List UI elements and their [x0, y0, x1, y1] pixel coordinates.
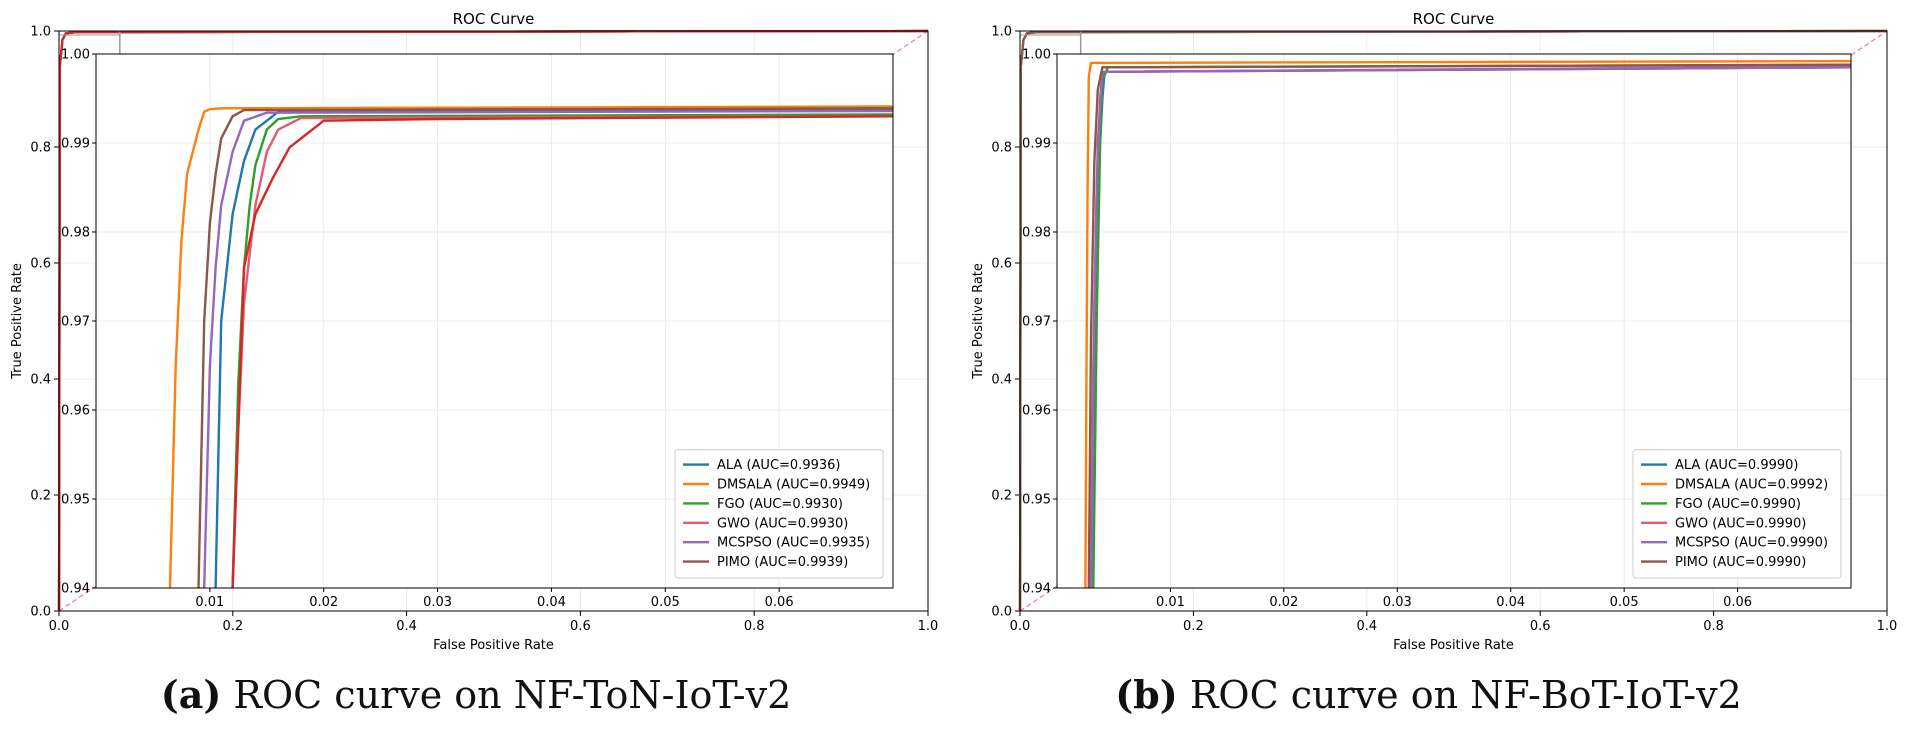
chart1-xtick-label: 0.6 — [570, 619, 591, 634]
chart1-inset-xtick-label: 0.02 — [309, 595, 338, 610]
chart1-xtick-label: 0.0 — [49, 619, 70, 634]
chart1-inset-ytick-label: 0.96 — [61, 404, 90, 419]
chart2-inset-xtick-label: 0.06 — [1723, 595, 1752, 610]
chart1-title: ROC Curve — [453, 10, 535, 28]
chart2-inset-ytick-label: 0.99 — [1022, 137, 1051, 152]
chart2-title: ROC Curve — [1413, 10, 1495, 28]
chart2-axes-frame — [1019, 30, 1888, 612]
chart1-ytick-label: 0.6 — [30, 257, 51, 272]
chart2-ylabel: True Positive Rate — [971, 263, 986, 380]
chart2-legend-label-2: DMSALA (AUC=0.9992) — [1675, 478, 1828, 493]
chart2-ytick-label: 0.4 — [991, 373, 1012, 388]
figure: 0.0 0.2 0.4 0.6 0.8 1.00.00.20.40.60.81.00.01… — [10, 10, 1897, 653]
chart2-inset-xtick-label: 0.05 — [1610, 595, 1639, 610]
chart1-ytick-label: 1.0 — [30, 25, 51, 40]
chart2-xtick-label: 0.2 — [1183, 619, 1204, 634]
chart2-inset-line-2 — [1084, 59, 1851, 588]
chart2-inset-xtick-label: 0.03 — [1383, 595, 1412, 610]
chart1-xtick-label: 0.8 — [744, 619, 765, 634]
chart1-legend-label-3: FGO (AUC=0.9930) — [717, 497, 843, 512]
chart1-xtick-label: 0.2 — [222, 619, 243, 634]
chart2-inset-ytick-label: 0.96 — [1022, 404, 1051, 419]
chart1-legend-label-2: DMSALA (AUC=0.9949) — [717, 478, 870, 493]
chart2-xtick-label: 0.8 — [1703, 619, 1724, 634]
caption-b-letter: (b) — [1115, 672, 1178, 717]
chart2-xtick-label: 0.6 — [1530, 619, 1551, 634]
chart1-main-line-7 — [57, 29, 929, 612]
chart2-legend-label-1: ALA (AUC=0.9990) — [1675, 458, 1798, 473]
chart2-inset-lines — [1084, 59, 1851, 588]
chart2-xtick-label: 1.0 — [1877, 619, 1898, 634]
chart2-ytick-label: 1.0 — [991, 25, 1012, 40]
chart1-inset-line-2 — [168, 105, 893, 588]
chart1-legend-label-5: MCSPSO (AUC=0.9935) — [717, 536, 870, 551]
chart2-legend-label-5: MCSPSO (AUC=0.9990) — [1675, 536, 1828, 551]
chart1-xtick-label: 1.0 — [918, 619, 939, 634]
chart2: 0.0 0.2 0.4 0.6 0.8 1.0 0.0 0.2 0.4 0.6 0.8 1.0 0.01… — [971, 10, 1897, 653]
chart2-ytick-label: 0.8 — [991, 141, 1012, 156]
chart1-inset-ytick-label: 0.95 — [61, 493, 90, 508]
chart1-inset-frame — [95, 53, 894, 589]
chart2-inset-ytick-label: 0.95 — [1022, 493, 1051, 508]
chart2-legend-label-6: PIMO (AUC=0.9990) — [1675, 555, 1806, 570]
chart1-inset-xtick-label: 0.06 — [765, 595, 794, 610]
chart2-inset-ytick-label: 0.98 — [1022, 226, 1051, 241]
caption-b-text: ROC curve on NF-BoT-IoT-v2 — [1177, 673, 1742, 717]
chart2-legend: ALA (AUC=0.9990) DMSALA (AUC=0.9992) FGO (… — [1632, 449, 1842, 579]
chart2-inset-frame — [1056, 53, 1852, 589]
chart1-legend-label-4: GWO (AUC=0.9930) — [717, 516, 848, 531]
chart1-ytick-label: 0.2 — [30, 489, 51, 504]
caption-a-letter: (a) — [160, 672, 222, 717]
chart1-inset-ytick-label: 0.97 — [61, 315, 90, 330]
chart2-xlabel: False Positive Rate — [1393, 638, 1514, 653]
chart2-inset-line-6 — [1087, 63, 1851, 588]
chart1-ytick-label: 0.0 — [30, 605, 51, 620]
chart1-inset-ytick-label: 1.00 — [61, 48, 90, 63]
chart1-inset-xtick-label: 0.03 — [423, 595, 452, 610]
caption-a-text: ROC curve on NF-ToN-IoT-v2 — [221, 673, 792, 717]
chart1-inset-xtick-label: 0.04 — [537, 595, 566, 610]
chart2-main-line-6 — [1018, 29, 1888, 612]
chart1-inset-ytick-label: 0.99 — [61, 137, 90, 152]
chart2-inset-ytick-label: 0.94 — [1022, 582, 1051, 597]
chart1-inset-ytick-label: 0.98 — [61, 226, 90, 241]
chart1-inset-ytick-label: 0.94 — [61, 582, 90, 597]
chart2-xtick-label: 0.0 — [1010, 619, 1031, 634]
chart1-ytick-label: 0.8 — [30, 141, 51, 156]
chart1-xtick-label: 0.4 — [396, 619, 417, 634]
chart1-ylabel: True Positive Rate — [10, 263, 25, 380]
chart1-inset-xtick-label: 0.01 — [195, 595, 224, 610]
chart2-inset-line-5 — [1089, 66, 1851, 588]
chart1: 0.0 0.2 0.4 0.6 0.8 1.0 0.0 0.2 0.4 0.6 0.8 1.0 0.01… — [10, 10, 938, 653]
chart1-xlabel: False Positive Rate — [433, 638, 554, 653]
chart1-ytick-label: 0.4 — [30, 373, 51, 388]
chart1-inset-line-7 — [231, 115, 893, 588]
chart2-ytick-label: 0.2 — [991, 489, 1012, 504]
chart1-legend-label-1: ALA (AUC=0.9936) — [717, 458, 840, 473]
chart1-legend-box — [674, 449, 884, 579]
chart1-axes-frame — [58, 30, 929, 612]
chart1-legend-label-6: PIMO (AUC=0.9939) — [717, 555, 848, 570]
chart2-ytick-label: 0.6 — [991, 257, 1012, 272]
chart2-inset-xtick-label: 0.01 — [1156, 595, 1185, 610]
chart2-legend-label-3: FGO (AUC=0.9990) — [1675, 497, 1801, 512]
chart1-inset-line-5 — [203, 109, 893, 588]
chart2-legend-label-4: GWO (AUC=0.9990) — [1675, 516, 1806, 531]
chart1-inset-lines — [168, 105, 893, 588]
caption-a: (a) ROC curve on NF-ToN-IoT-v2 — [0, 672, 952, 722]
chart2-xtick-label: 0.4 — [1356, 619, 1377, 634]
chart2-legend-box — [1632, 449, 1842, 579]
chart2-inset-xtick-label: 0.04 — [1496, 595, 1525, 610]
chart2-inset-ytick-label: 1.00 — [1022, 48, 1051, 63]
chart1-legend: ALA (AUC=0.9936) DMSALA (AUC=0.9949) FGO (… — [674, 449, 884, 579]
chart1-inset-xtick-label: 0.05 — [651, 595, 680, 610]
chart2-inset-ytick-label: 0.97 — [1022, 315, 1051, 330]
chart2-ytick-label: 0.0 — [991, 605, 1012, 620]
caption-b: (b) ROC curve on NF-BoT-IoT-v2 — [952, 672, 1905, 722]
chart2-inset-xtick-label: 0.02 — [1269, 595, 1298, 610]
chart1-inset-line-6 — [197, 107, 893, 588]
